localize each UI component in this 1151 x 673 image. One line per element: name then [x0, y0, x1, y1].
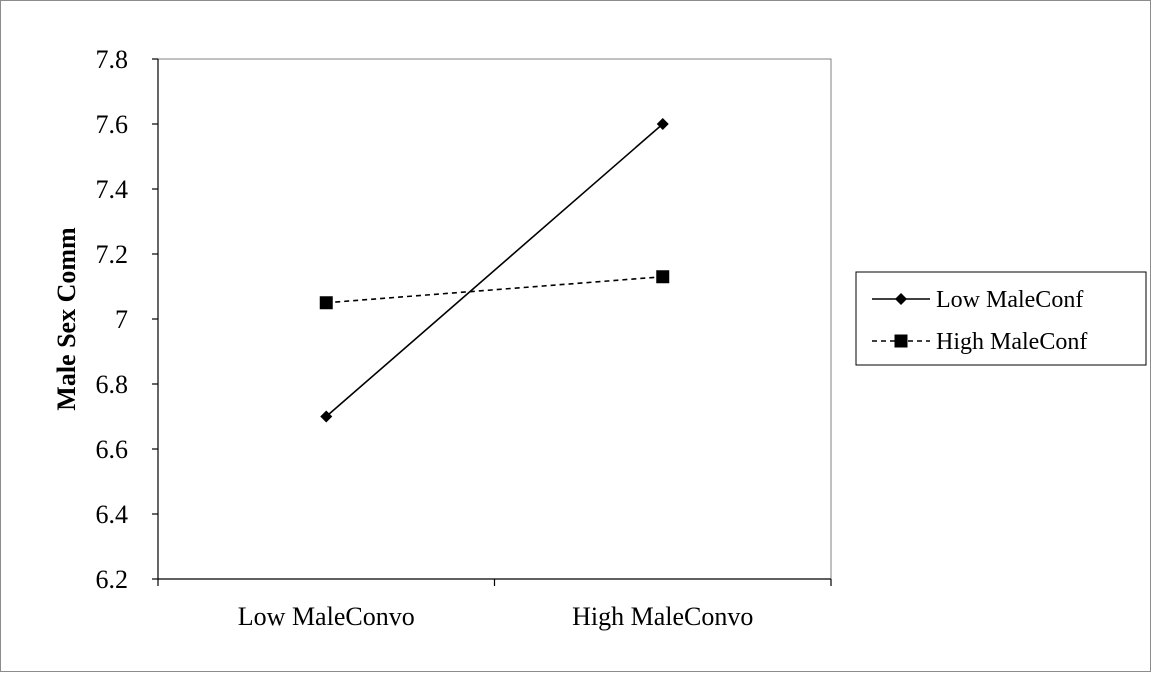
y-tick-label: 7.8: [96, 45, 129, 74]
x-tick-label: High MaleConvo: [572, 602, 753, 631]
series-line: [326, 275, 663, 304]
y-tick-label: 7: [115, 305, 128, 334]
legend-item: High MaleConf: [872, 329, 1087, 355]
y-tick-label: 6.8: [96, 370, 129, 399]
square-marker: [656, 270, 670, 284]
y-tick-label: 7.2: [96, 240, 129, 269]
legend-label: High MaleConf: [936, 329, 1087, 355]
series-line: [325, 123, 664, 418]
y-axis-title: Male Sex Comm: [52, 227, 81, 411]
y-tick-label: 6.4: [96, 500, 129, 529]
legend-marker: [894, 334, 908, 348]
legend-box: [855, 271, 1147, 366]
square-marker: [319, 296, 333, 310]
diamond-marker: [656, 118, 669, 130]
series-2: [319, 270, 670, 310]
x-tick-label: Low MaleConvo: [238, 602, 415, 631]
y-ticks: 6.2 6.4 6.6 6.8 7 7.2 7.4 7.6 7.8: [96, 45, 158, 594]
y-tick-label: 6.2: [96, 565, 129, 594]
y-tick-label: 7.4: [96, 175, 129, 204]
legend: Low MaleConf High MaleConf: [855, 271, 1147, 366]
y-tick-label: 7.6: [96, 110, 129, 139]
plot-border: [157, 58, 832, 580]
legend-item: Low MaleConf: [872, 287, 1083, 313]
diamond-marker: [320, 410, 333, 423]
legend-marker: [895, 293, 907, 305]
y-tick-label: 6.6: [96, 435, 129, 464]
plot-area: [157, 58, 832, 580]
series-1: [320, 118, 669, 423]
legend-label: Low MaleConf: [936, 287, 1083, 313]
x-ticks: Low MaleConvo High MaleConvo: [157, 579, 832, 631]
series-group: [319, 118, 670, 423]
